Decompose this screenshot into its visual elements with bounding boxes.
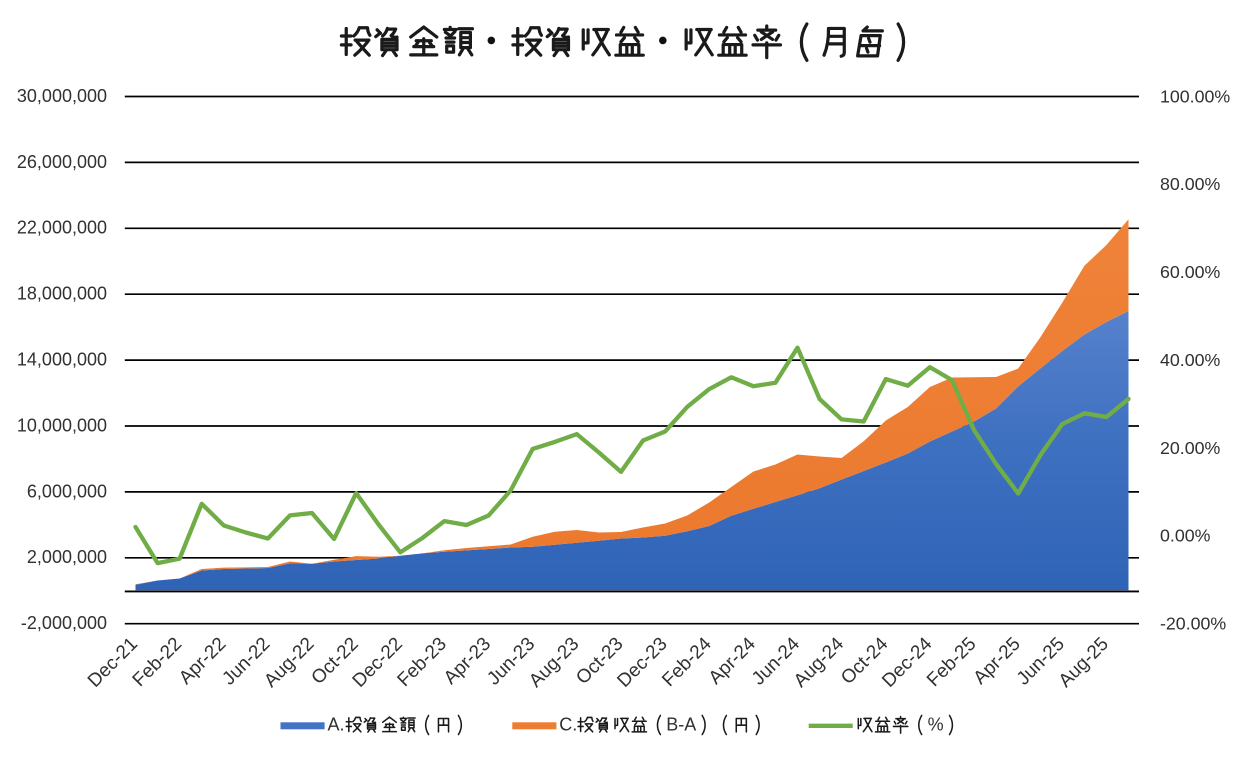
svg-text:-2,000,000: -2,000,000 — [21, 613, 107, 633]
svg-text:26,000,000: 26,000,000 — [17, 152, 107, 172]
svg-text:-20.00%: -20.00% — [1160, 614, 1226, 634]
svg-text:18,000,000: 18,000,000 — [17, 284, 107, 304]
svg-text:30,000,000: 30,000,000 — [17, 86, 107, 106]
svg-text:B-A: B-A — [666, 715, 696, 735]
svg-text:22,000,000: 22,000,000 — [17, 218, 107, 238]
svg-text:A.: A. — [328, 715, 345, 735]
svg-text:%: % — [928, 715, 944, 735]
svg-text:60.00%: 60.00% — [1160, 262, 1220, 282]
svg-text:0.00%: 0.00% — [1160, 526, 1211, 546]
svg-text:80.00%: 80.00% — [1160, 174, 1220, 194]
svg-text:C.: C. — [559, 715, 577, 735]
svg-text:14,000,000: 14,000,000 — [17, 350, 107, 370]
svg-text:100.00%: 100.00% — [1160, 86, 1230, 106]
svg-text:10,000,000: 10,000,000 — [17, 415, 107, 435]
svg-text:20.00%: 20.00% — [1160, 438, 1220, 458]
svg-text:2,000,000: 2,000,000 — [27, 547, 107, 567]
svg-text:6,000,000: 6,000,000 — [27, 481, 107, 501]
svg-text:40.00%: 40.00% — [1160, 350, 1220, 370]
